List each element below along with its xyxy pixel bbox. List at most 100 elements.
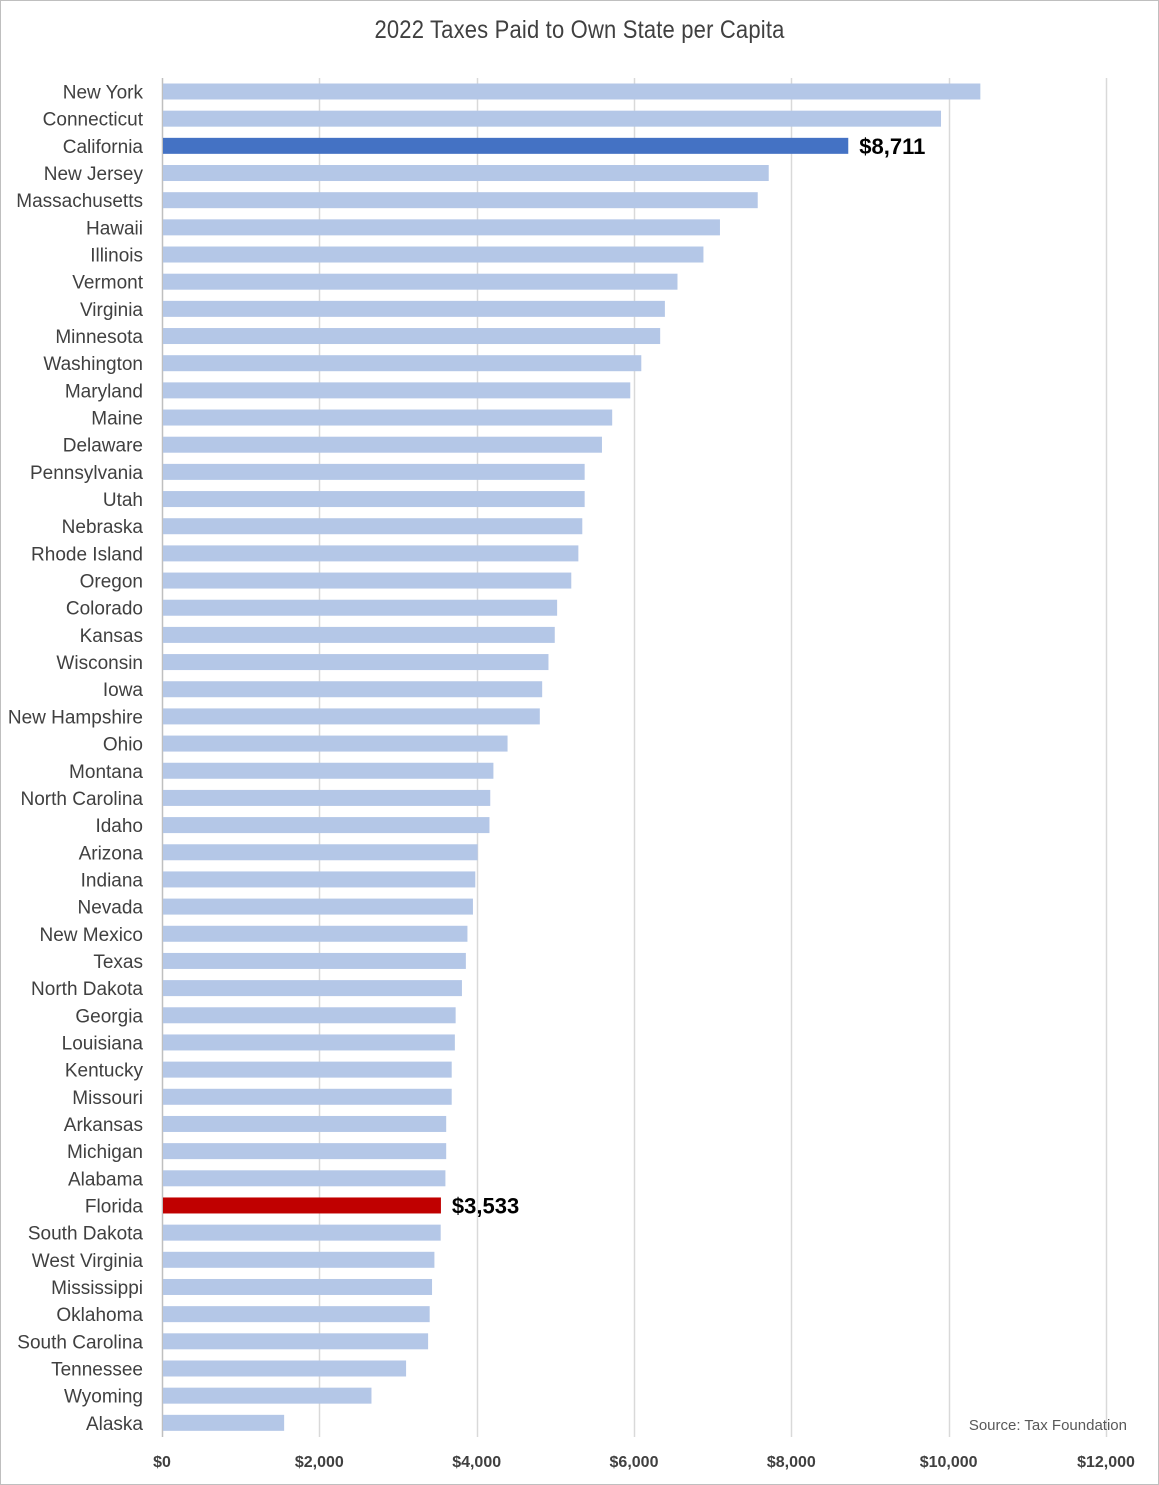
bar-kansas bbox=[163, 626, 555, 643]
category-label: Vermont bbox=[72, 273, 143, 294]
category-label: New York bbox=[63, 83, 144, 104]
bar-texas bbox=[163, 952, 466, 969]
category-label: Louisiana bbox=[62, 1033, 144, 1054]
data-label-florida: $3,533 bbox=[452, 1193, 519, 1218]
bar-virginia bbox=[163, 300, 665, 317]
category-label: Iowa bbox=[103, 680, 144, 701]
bar-michigan bbox=[163, 1143, 447, 1160]
category-label: Nebraska bbox=[62, 517, 144, 538]
bar-rhode-island bbox=[163, 545, 579, 562]
bar-delaware bbox=[163, 436, 602, 453]
category-label: South Dakota bbox=[28, 1224, 144, 1245]
bar-california bbox=[163, 137, 849, 154]
bars bbox=[163, 83, 981, 1431]
bar-pennsylvania bbox=[163, 463, 585, 480]
category-label: Minnesota bbox=[55, 327, 143, 348]
category-label: Hawaii bbox=[86, 218, 143, 239]
x-tick-label: $6,000 bbox=[610, 1454, 659, 1471]
category-label: Colorado bbox=[66, 599, 143, 620]
bar-west-virginia bbox=[163, 1251, 435, 1268]
category-label: Indiana bbox=[81, 870, 144, 891]
bar-new-york bbox=[163, 83, 981, 100]
category-label: California bbox=[63, 137, 144, 158]
bar-connecticut bbox=[163, 110, 942, 127]
data-labels: $8,711 $3,533 bbox=[452, 134, 925, 1219]
bar-idaho bbox=[163, 817, 490, 834]
x-tick-label: $12,000 bbox=[1077, 1454, 1135, 1471]
category-label: Virginia bbox=[80, 300, 143, 321]
category-label: Oregon bbox=[80, 572, 143, 593]
bar-arizona bbox=[163, 844, 478, 861]
category-label: Connecticut bbox=[43, 110, 144, 131]
bar-massachusetts bbox=[163, 192, 758, 209]
category-label: Utah bbox=[103, 490, 143, 511]
bar-north-dakota bbox=[163, 980, 462, 997]
category-labels: New York Connecticut California New Jersey M… bbox=[8, 83, 144, 1435]
bar-hawaii bbox=[163, 219, 720, 236]
category-label: Kentucky bbox=[65, 1061, 144, 1082]
category-label: Maine bbox=[91, 409, 143, 430]
category-label: South Carolina bbox=[17, 1332, 143, 1353]
x-tick-label: $4,000 bbox=[452, 1454, 501, 1471]
bar-wisconsin bbox=[163, 654, 549, 671]
bar-indiana bbox=[163, 871, 476, 888]
x-tick-label: $8,000 bbox=[767, 1454, 816, 1471]
bar-vermont bbox=[163, 273, 678, 290]
category-label: Alabama bbox=[68, 1169, 143, 1190]
category-label: Idaho bbox=[95, 816, 143, 837]
category-label: Michigan bbox=[67, 1142, 143, 1163]
category-label: New Jersey bbox=[44, 164, 144, 185]
bar-washington bbox=[163, 355, 642, 372]
bar-nevada bbox=[163, 898, 473, 915]
bar-florida bbox=[163, 1197, 441, 1214]
bar-nebraska bbox=[163, 518, 583, 535]
category-label: Oklahoma bbox=[56, 1305, 143, 1326]
category-label: Illinois bbox=[90, 246, 143, 267]
category-label: Nevada bbox=[78, 898, 144, 919]
category-label: Kansas bbox=[80, 626, 143, 647]
category-label: Florida bbox=[85, 1196, 144, 1217]
x-tick-label: $0 bbox=[153, 1454, 171, 1471]
bar-georgia bbox=[163, 1007, 456, 1024]
category-label: Missouri bbox=[72, 1088, 143, 1109]
bar-tennessee bbox=[163, 1360, 407, 1377]
bar-ohio bbox=[163, 735, 508, 752]
category-label: New Mexico bbox=[40, 925, 143, 946]
category-label: Ohio bbox=[103, 735, 143, 756]
bar-alaska bbox=[163, 1414, 285, 1431]
bar-north-carolina bbox=[163, 789, 491, 806]
category-label: Tennessee bbox=[51, 1359, 143, 1380]
bar-alabama bbox=[163, 1170, 446, 1187]
bar-south-dakota bbox=[163, 1224, 441, 1241]
bar-mississippi bbox=[163, 1278, 433, 1295]
category-label: Wisconsin bbox=[56, 653, 143, 674]
bar-colorado bbox=[163, 599, 558, 616]
bar-iowa bbox=[163, 681, 543, 698]
category-label: Wyoming bbox=[64, 1387, 143, 1408]
data-label-california: $8,711 bbox=[859, 134, 925, 159]
bar-maryland bbox=[163, 382, 631, 399]
category-label: Montana bbox=[69, 762, 143, 783]
category-label: Maryland bbox=[65, 381, 143, 402]
bar-utah bbox=[163, 491, 585, 508]
bar-montana bbox=[163, 762, 494, 779]
category-label: North Dakota bbox=[31, 979, 143, 1000]
category-label: Arkansas bbox=[64, 1115, 143, 1136]
bar-new-mexico bbox=[163, 925, 468, 942]
bar-louisiana bbox=[163, 1034, 455, 1051]
category-label: Washington bbox=[43, 354, 143, 375]
category-label: Massachusetts bbox=[16, 191, 143, 212]
category-label: Georgia bbox=[75, 1006, 143, 1027]
category-label: Texas bbox=[93, 952, 143, 973]
bar-south-carolina bbox=[163, 1333, 429, 1350]
category-label: Alaska bbox=[86, 1414, 143, 1435]
category-label: Pennsylvania bbox=[30, 463, 143, 484]
category-label: Delaware bbox=[63, 436, 143, 457]
bar-maine bbox=[163, 409, 613, 426]
category-label: Arizona bbox=[79, 843, 144, 864]
bar-new-jersey bbox=[163, 165, 769, 182]
x-tick-label: $10,000 bbox=[920, 1454, 978, 1471]
bar-illinois bbox=[163, 246, 704, 263]
bar-missouri bbox=[163, 1088, 452, 1105]
